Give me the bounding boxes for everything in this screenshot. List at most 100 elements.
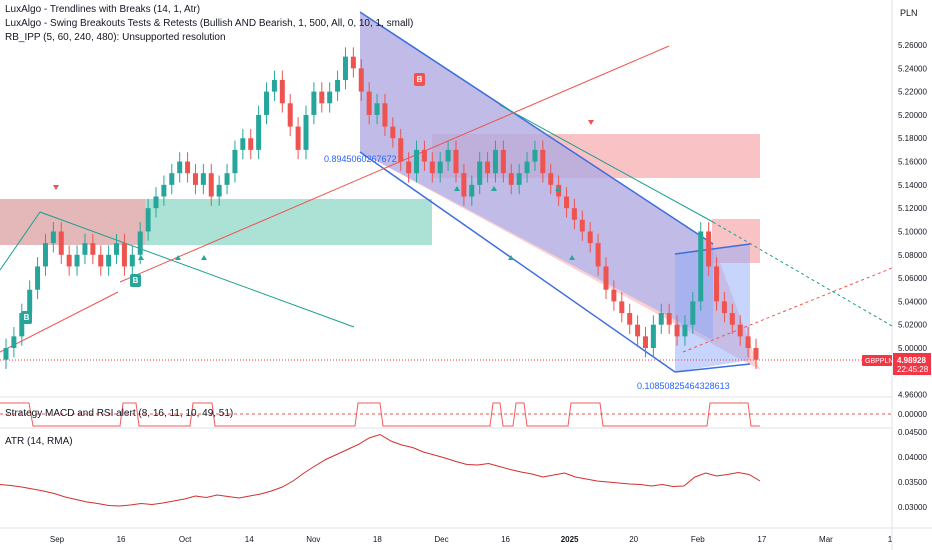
price-axis[interactable]: 5.26000 5.24000 5.22000 5.20000 5.18000 5.160… xyxy=(898,41,927,400)
candle-body xyxy=(224,173,230,185)
price-tick-label: 5.10000 xyxy=(898,227,927,236)
candle-body xyxy=(540,149,546,174)
candle-body xyxy=(74,254,80,267)
time-axis[interactable]: Sep 16 Oct 14 Nov 18 Dec 16 2025 20 Feb 17 Mar 1 xyxy=(50,535,893,544)
candle-body xyxy=(50,231,56,244)
time-tick-label: Oct xyxy=(179,535,192,544)
price-tick-label: 5.26000 xyxy=(898,41,927,50)
marker-down-1 xyxy=(53,185,59,190)
last-price-value: 4.98928 xyxy=(897,356,926,365)
atr-pane-title[interactable]: ATR (14, RMA) xyxy=(5,436,73,447)
candle-body xyxy=(42,243,48,267)
time-tick-label: 14 xyxy=(245,535,254,544)
price-tick-label: 5.20000 xyxy=(898,111,927,120)
time-tick-label: Dec xyxy=(434,535,448,544)
candle-body xyxy=(161,184,167,197)
channel-small-bottom xyxy=(674,363,751,373)
candle-body xyxy=(256,114,262,150)
candle-body xyxy=(745,336,751,348)
atr-axis[interactable]: 0.04500 0.04000 0.03500 0.03000 xyxy=(898,428,927,512)
candle-body xyxy=(264,91,270,115)
candle-body xyxy=(327,91,333,104)
candle-body xyxy=(121,243,127,267)
time-tick-label: 20 xyxy=(629,535,638,544)
candle-body xyxy=(137,231,143,255)
indicator-title-trendlines[interactable]: LuxAlgo - Trendlines with Breaks (14, 1,… xyxy=(5,4,201,15)
breakout-badge-bear[interactable]: B xyxy=(414,73,425,86)
breakout-badge-bull-1[interactable]: B xyxy=(130,274,141,287)
candle-body xyxy=(342,56,348,80)
price-tick-label: 5.16000 xyxy=(898,158,927,167)
candle-body xyxy=(682,324,688,337)
candle-body xyxy=(492,149,498,174)
candle-body xyxy=(642,336,648,348)
candle-body xyxy=(311,91,317,115)
time-tick-label: Sep xyxy=(50,535,65,544)
marker-up-1 xyxy=(138,255,144,260)
candle-body xyxy=(27,289,33,314)
time-tick-label: 1 xyxy=(888,535,893,544)
marker-up-5 xyxy=(491,186,497,191)
candle-body xyxy=(129,254,135,267)
candle-body xyxy=(240,138,246,150)
candle-body xyxy=(635,324,641,337)
candle-body xyxy=(603,266,609,290)
candle-body xyxy=(461,173,467,197)
price-tick-label: 4.96000 xyxy=(898,391,927,400)
price-tick-label: 5.22000 xyxy=(898,88,927,97)
trendline-red-dashed xyxy=(682,267,893,353)
price-tick-label: 5.14000 xyxy=(898,181,927,190)
candle-body xyxy=(485,161,491,174)
channel-small-fill xyxy=(675,244,750,372)
price-tick-label: 5.18000 xyxy=(898,134,927,143)
candle-body xyxy=(58,231,64,255)
candle-body xyxy=(185,161,191,174)
indicator-title-rbipp[interactable]: RB_IPP (5, 60, 240, 480): Unsupported re… xyxy=(5,32,226,43)
atr-tick-label: 0.03000 xyxy=(898,503,927,512)
candle-body xyxy=(358,68,364,92)
indicator-title-swing[interactable]: LuxAlgo - Swing Breakouts Tests & Retest… xyxy=(5,18,414,29)
candle-body xyxy=(737,324,743,337)
candle-body xyxy=(374,103,380,115)
price-tick-label: 5.06000 xyxy=(898,274,927,283)
strategy-tick: 0.00000 xyxy=(898,410,927,419)
last-price-tag xyxy=(893,353,931,375)
candle-body xyxy=(729,313,735,325)
candle-body xyxy=(666,313,672,325)
trendline-red-1 xyxy=(0,291,119,353)
candle-body xyxy=(721,301,727,314)
candle-body xyxy=(66,254,72,267)
candle-body xyxy=(674,324,680,337)
trendline-red-2 xyxy=(119,45,670,283)
candle-body xyxy=(500,149,506,174)
candle-body xyxy=(382,103,388,127)
time-tick-label: Nov xyxy=(306,535,320,544)
marker-up-8 xyxy=(569,255,575,260)
channel-upper-fill xyxy=(360,12,713,340)
time-tick-label: 17 xyxy=(757,535,766,544)
bearish-zone-left xyxy=(0,199,145,245)
channel-bottom-line xyxy=(359,151,676,373)
candle-body xyxy=(271,79,277,92)
candle-body xyxy=(571,208,577,220)
candle-body xyxy=(3,348,9,360)
strategy-pane-title[interactable]: Strategy MACD and RSI alert (8, 16, 11, … xyxy=(5,408,234,419)
symbol-price-tag xyxy=(862,355,892,366)
candle-body xyxy=(714,266,720,302)
last-price-countdown: 22:45:28 xyxy=(897,365,929,374)
symbol-tag-text: GBPPLN xyxy=(865,358,893,365)
candle-body xyxy=(19,313,25,337)
candle-body xyxy=(421,149,427,162)
trendline-teal-3 xyxy=(499,104,714,223)
candle-body xyxy=(169,173,175,185)
candle-body xyxy=(627,313,633,325)
candle-body xyxy=(279,79,285,104)
currency-label: PLN xyxy=(900,8,918,18)
candle-body xyxy=(429,161,435,174)
channel-top-line xyxy=(359,11,714,245)
breakout-badge-bull-2[interactable]: B xyxy=(21,311,32,324)
candle-body xyxy=(611,289,617,302)
candle-body xyxy=(650,324,656,348)
candle-body xyxy=(303,114,309,150)
